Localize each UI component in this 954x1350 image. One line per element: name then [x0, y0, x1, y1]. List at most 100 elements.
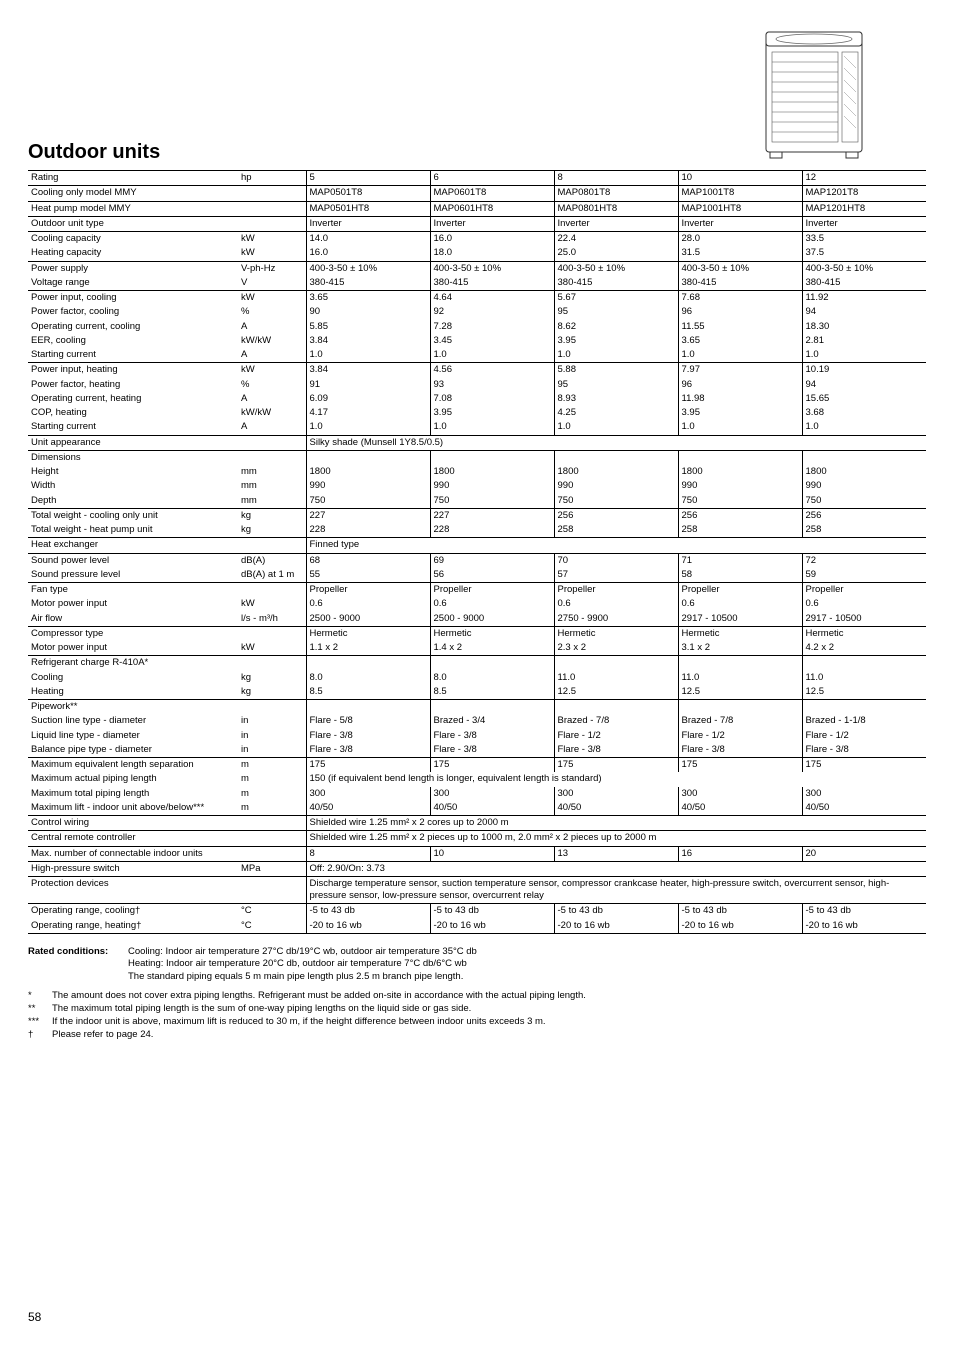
row-value: 7.08 — [430, 392, 554, 406]
row-value: 0.6 — [554, 597, 678, 611]
row-value: 3.95 — [430, 406, 554, 420]
row-unit — [238, 816, 306, 831]
row-value: 258 — [802, 523, 926, 538]
row-label: Motor power input — [28, 597, 238, 611]
row-value: -5 to 43 db — [802, 904, 926, 919]
row-label: Sound pressure level — [28, 568, 238, 583]
row-label: Total weight - cooling only unit — [28, 508, 238, 523]
row-unit: kW — [238, 291, 306, 306]
row-value: 380-415 — [678, 276, 802, 291]
row-value — [306, 700, 430, 715]
row-value: 1.0 — [430, 348, 554, 363]
row-value: 8.5 — [430, 685, 554, 700]
row-value: 95 — [554, 305, 678, 319]
row-unit: kW — [238, 363, 306, 378]
row-value: 1.0 — [802, 348, 926, 363]
row-unit — [238, 216, 306, 231]
row-value: 5.85 — [306, 320, 430, 334]
row-unit: mm — [238, 479, 306, 493]
row-label: Sound power level — [28, 553, 238, 568]
row-value: 5.67 — [554, 291, 678, 306]
row-value: 28.0 — [678, 232, 802, 247]
row-value: 400-3-50 ± 10% — [430, 261, 554, 276]
row-label: Suction line type - diameter — [28, 714, 238, 728]
row-value: 1.4 x 2 — [430, 641, 554, 656]
row-label: Heat exchanger — [28, 538, 238, 553]
row-label: COP, heating — [28, 406, 238, 420]
row-value: 300 — [802, 787, 926, 801]
row-value: 18.0 — [430, 246, 554, 261]
row-label: Power factor, heating — [28, 378, 238, 392]
row-value: 72 — [802, 553, 926, 568]
row-value: 2917 - 10500 — [678, 612, 802, 627]
row-unit: % — [238, 378, 306, 392]
row-value: MAP0801HT8 — [554, 201, 678, 216]
row-value: 175 — [430, 758, 554, 773]
row-unit: kW — [238, 246, 306, 261]
row-value: 1.0 — [306, 348, 430, 363]
row-value — [678, 656, 802, 671]
row-value: Brazed - 3/4 — [430, 714, 554, 728]
row-value: -5 to 43 db — [554, 904, 678, 919]
row-unit — [238, 846, 306, 861]
row-unit — [238, 700, 306, 715]
page-number: 58 — [28, 1310, 41, 1324]
row-value: Shielded wire 1.25 mm² x 2 pieces up to … — [306, 831, 926, 846]
row-label: Starting current — [28, 348, 238, 363]
row-value: -5 to 43 db — [430, 904, 554, 919]
row-label: Dimensions — [28, 450, 238, 465]
row-unit: A — [238, 392, 306, 406]
row-unit: in — [238, 743, 306, 758]
row-value: 3.65 — [678, 334, 802, 348]
row-value: 400-3-50 ± 10% — [802, 261, 926, 276]
spec-table: Ratinghp5681012Cooling only model MMYMAP… — [28, 170, 926, 934]
row-value: Flare - 1/2 — [554, 729, 678, 743]
row-unit — [238, 435, 306, 450]
row-value: 400-3-50 ± 10% — [306, 261, 430, 276]
table-header-cell: 12 — [802, 171, 926, 186]
row-value: 750 — [554, 494, 678, 509]
row-value: 300 — [554, 787, 678, 801]
row-value: 56 — [430, 568, 554, 583]
row-value: 40/50 — [430, 801, 554, 816]
row-unit: °C — [238, 904, 306, 919]
row-unit: mm — [238, 494, 306, 509]
row-unit — [238, 626, 306, 641]
row-value: -20 to 16 wb — [678, 918, 802, 933]
row-value: 96 — [678, 378, 802, 392]
table-header-cell: hp — [238, 171, 306, 186]
row-unit: in — [238, 729, 306, 743]
row-label: Cooling only model MMY — [28, 186, 238, 201]
row-value: 2750 - 9900 — [554, 612, 678, 627]
row-unit: in — [238, 714, 306, 728]
row-value: 11.0 — [554, 671, 678, 685]
row-value: 3.68 — [802, 406, 926, 420]
row-value: Silky shade (Munsell 1Y8.5/0.5) — [306, 435, 926, 450]
row-value — [306, 656, 430, 671]
row-value: 750 — [802, 494, 926, 509]
condition-line: The standard piping equals 5 m main pipe… — [128, 971, 477, 984]
footnote-symbol: † — [28, 1029, 52, 1042]
row-value: 300 — [306, 787, 430, 801]
row-label: Unit appearance — [28, 435, 238, 450]
row-value: Inverter — [802, 216, 926, 231]
row-value: Flare - 3/8 — [678, 743, 802, 758]
row-unit — [238, 583, 306, 598]
row-unit: l/s - m³/h — [238, 612, 306, 627]
row-value: 94 — [802, 378, 926, 392]
row-value: -20 to 16 wb — [306, 918, 430, 933]
row-value: 256 — [678, 508, 802, 523]
row-value — [554, 450, 678, 465]
row-value: Propeller — [306, 583, 430, 598]
row-value: 3.45 — [430, 334, 554, 348]
row-label: Operating current, cooling — [28, 320, 238, 334]
row-value — [802, 656, 926, 671]
row-label: Voltage range — [28, 276, 238, 291]
row-value: 12.5 — [554, 685, 678, 700]
row-value: 11.0 — [802, 671, 926, 685]
row-value: Hermetic — [678, 626, 802, 641]
condition-line: Heating: Indoor air temperature 20°C db,… — [128, 958, 477, 971]
row-value: 14.0 — [306, 232, 430, 247]
row-value — [802, 450, 926, 465]
row-value: 3.84 — [306, 334, 430, 348]
